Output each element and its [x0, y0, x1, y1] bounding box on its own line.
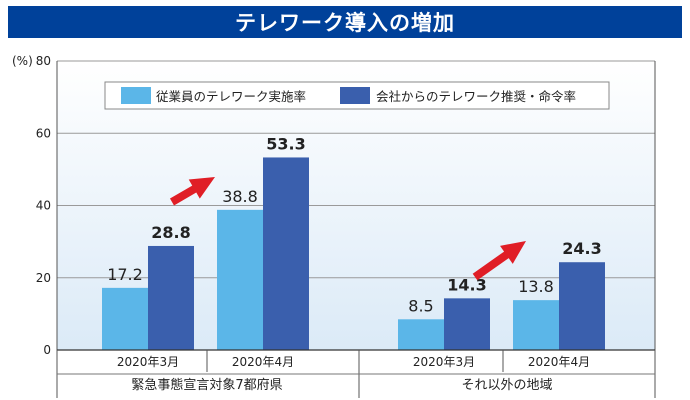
data-label: 28.8	[151, 223, 190, 242]
y-tick-label: 0	[43, 343, 51, 357]
y-tick-label: 40	[36, 199, 51, 213]
data-label: 14.3	[447, 275, 486, 294]
x-category-label: 2020年3月	[413, 355, 475, 369]
bar-series1	[217, 209, 263, 350]
y-tick-label: 80	[36, 54, 51, 68]
bar-series2	[148, 245, 194, 350]
legend-swatch-series2	[340, 87, 370, 104]
axes: 0 20 40 60 80(%)	[12, 54, 656, 398]
bar-series2	[263, 157, 309, 350]
x-category-label: 2020年4月	[232, 355, 294, 369]
bars	[102, 157, 605, 350]
legend-label-series1: 従業員のテレワーク実施率	[156, 89, 306, 104]
bar-series2	[444, 298, 490, 350]
bar-series1	[102, 287, 148, 350]
x-category-label: 2020年4月	[528, 355, 590, 369]
labels: 17.2 28.8 38.8 53.3 8.5 14.3 13.8 24.3 2020年3月 20…	[107, 134, 602, 393]
arrows	[169, 177, 526, 281]
legend-swatch-series1	[121, 87, 151, 104]
increase-arrow	[472, 241, 526, 281]
increase-arrow	[169, 177, 215, 206]
bar-series1	[513, 300, 559, 350]
y-tick-label: 60	[36, 126, 51, 140]
data-label: 17.2	[107, 265, 143, 284]
x-group-label: 緊急事態宣言対象7都府県	[131, 377, 282, 393]
legend-label-series2: 会社からのテレワーク推奨・命令率	[376, 89, 576, 104]
x-group-label: それ以外の地域	[461, 378, 552, 393]
legend: 従業員のテレワーク実施率 会社からのテレワーク推奨・命令率	[104, 81, 610, 110]
data-label: 8.5	[408, 296, 433, 315]
chart-title: テレワーク導入の増加	[235, 11, 455, 35]
data-label: 38.8	[222, 187, 258, 206]
x-category-label: 2020年3月	[117, 355, 179, 369]
title-bar: テレワーク導入の増加	[8, 6, 682, 38]
y-tick-label: 20	[36, 271, 51, 285]
bar-series2	[559, 262, 605, 350]
data-label: 53.3	[266, 134, 305, 153]
data-label: 13.8	[518, 277, 554, 296]
data-label: 24.3	[562, 239, 601, 258]
y-unit-label: (%)	[12, 54, 33, 68]
bar-series1	[398, 319, 444, 350]
